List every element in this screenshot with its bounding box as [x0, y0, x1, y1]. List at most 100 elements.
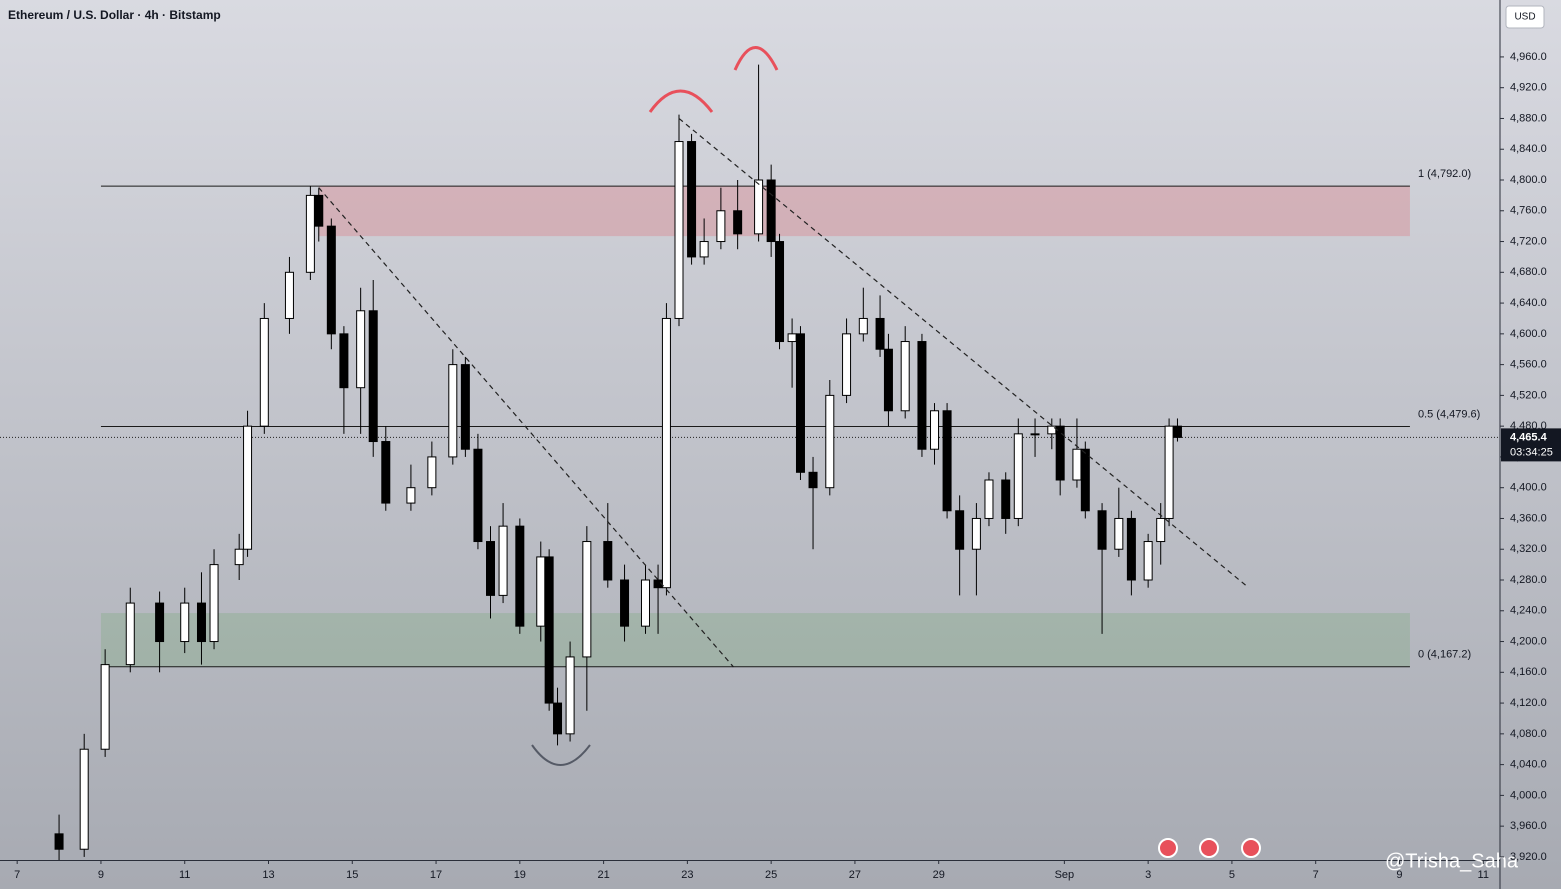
candle-body [842, 333, 852, 396]
y-tick-label: 4,520.0 [1510, 389, 1547, 401]
x-tick-label: 17 [430, 869, 442, 881]
candle-body [100, 664, 110, 750]
chart-title: Ethereum / U.S. Dollar · 4h · Bitstamp [8, 8, 221, 22]
y-tick-label: 4,160.0 [1510, 666, 1547, 678]
candle-body [1164, 425, 1174, 519]
last-price-box [1501, 428, 1561, 462]
arc-head [733, 46, 779, 71]
candle-body [808, 471, 818, 489]
last-price-label: 4,465.4 [1510, 431, 1548, 443]
y-tick-label: 4,760.0 [1510, 205, 1547, 217]
candle-body [1143, 541, 1153, 581]
trendline [318, 187, 734, 668]
candle-body [448, 364, 458, 458]
candle-body [930, 410, 940, 450]
candle-body [1072, 448, 1082, 481]
y-tick-label: 3,920.0 [1510, 851, 1547, 863]
candle-body [984, 479, 994, 519]
candle-body [858, 317, 868, 335]
candle-body [1030, 433, 1040, 436]
y-tick-label: 4,880.0 [1510, 112, 1547, 124]
y-tick-label: 4,600.0 [1510, 328, 1547, 340]
candle-body [795, 333, 805, 473]
x-tick-label: 9 [98, 869, 104, 881]
candle-body [1126, 517, 1136, 581]
candle-body [661, 317, 671, 589]
candle-body [1114, 517, 1124, 550]
candle-body [544, 556, 554, 704]
x-tick-label: 7 [14, 869, 20, 881]
y-tick-label: 4,360.0 [1510, 512, 1547, 524]
y-tick-label: 4,080.0 [1510, 728, 1547, 740]
candle-body [305, 194, 315, 273]
x-tick-label: 21 [597, 869, 609, 881]
watermark: @Trisha_Saha [1385, 850, 1519, 872]
candle-body [1013, 433, 1023, 519]
candle-body [427, 456, 437, 489]
y-tick-label: 4,280.0 [1510, 574, 1547, 586]
x-tick-label: 11 [179, 869, 190, 881]
candle-body [955, 510, 965, 550]
x-tick-label: 15 [346, 869, 358, 881]
y-tick-label: 4,640.0 [1510, 297, 1547, 309]
candle-body [582, 541, 592, 658]
candle-body [716, 210, 726, 243]
y-tick-label: 4,040.0 [1510, 759, 1547, 771]
x-tick-label: 27 [849, 869, 861, 881]
event-icon[interactable] [1158, 838, 1178, 858]
candle-body [284, 271, 294, 319]
x-tick-label: 29 [933, 869, 945, 881]
x-tick-label: 5 [1229, 869, 1235, 881]
candle-body [699, 241, 709, 258]
candle-body [196, 602, 206, 643]
trendline [678, 117, 1250, 589]
x-tick-label: Sep [1055, 869, 1075, 881]
y-tick-label: 4,560.0 [1510, 359, 1547, 371]
x-tick-label: 3 [1145, 869, 1151, 881]
candle-body [825, 394, 835, 489]
candle-body [620, 579, 630, 627]
candle-body [900, 341, 910, 412]
x-tick-label: 9 [1396, 869, 1402, 881]
candle-body [775, 241, 785, 343]
x-tick-label: 11 [1478, 869, 1489, 881]
candle-body [356, 310, 366, 389]
candle-body [942, 410, 952, 512]
candle-body [79, 748, 89, 850]
candle-body [125, 602, 135, 666]
y-tick-label: 4,720.0 [1510, 235, 1547, 247]
candle-body [917, 341, 927, 450]
candle-body [460, 364, 470, 450]
candle-body [406, 487, 416, 504]
zone [318, 186, 1410, 237]
candle-body [553, 702, 563, 735]
candle-body [1097, 510, 1107, 550]
candle-body [180, 602, 190, 643]
event-icon[interactable] [1241, 838, 1261, 858]
candle-body [314, 194, 324, 227]
candle-body [603, 541, 613, 581]
candle-body [1080, 448, 1090, 512]
candle-body [536, 556, 546, 627]
event-icon[interactable] [1199, 838, 1219, 858]
candle-body [766, 179, 776, 243]
candle-body [565, 656, 575, 735]
y-tick-label: 4,320.0 [1510, 543, 1547, 555]
y-tick-label: 4,000.0 [1510, 789, 1547, 801]
fib-level-label: 0 (4,167.2) [1418, 649, 1471, 661]
fib-level-label: 0.5 (4,479.6) [1418, 408, 1480, 420]
candle-body [515, 525, 525, 627]
candle-body [381, 441, 391, 504]
countdown: 03:34:25 [1510, 446, 1553, 458]
arc-bottom [531, 744, 591, 766]
candle-body [733, 210, 743, 235]
candle-body [339, 333, 349, 389]
candle-body [486, 541, 496, 596]
currency-box[interactable] [1505, 5, 1545, 29]
fib-level-label: 1 (4,792.0) [1418, 168, 1471, 180]
candle-body [209, 564, 219, 643]
candle-body [687, 141, 697, 258]
candle-body [368, 310, 378, 443]
candle-body [243, 425, 253, 550]
